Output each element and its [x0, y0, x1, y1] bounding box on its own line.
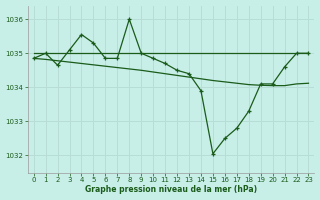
X-axis label: Graphe pression niveau de la mer (hPa): Graphe pression niveau de la mer (hPa) [85, 185, 257, 194]
